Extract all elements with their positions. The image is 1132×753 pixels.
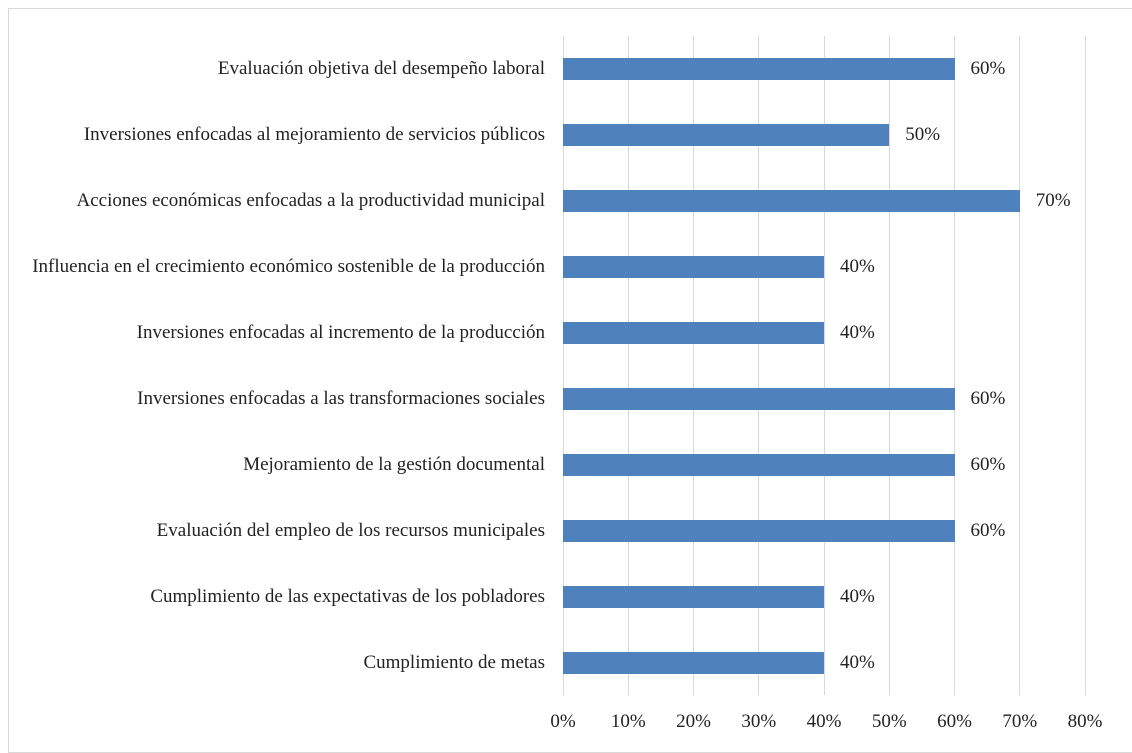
- chart-frame: [8, 8, 1132, 753]
- value-label: 70%: [1035, 190, 1071, 212]
- grid-line: [758, 36, 760, 695]
- x-tick-label: 70%: [1002, 711, 1038, 732]
- grid-line: [823, 36, 825, 695]
- x-tick-label: 40%: [806, 711, 842, 732]
- grid-line: [693, 36, 694, 695]
- value-label: 60%: [970, 58, 1006, 80]
- x-tick-label: 10%: [610, 711, 646, 732]
- value-label: 40%: [840, 585, 875, 607]
- value-label: 60%: [970, 387, 1006, 409]
- bar: [563, 256, 824, 279]
- bar: [563, 651, 824, 674]
- category-label: Acciones económicas enfocadas a la produ…: [76, 190, 546, 212]
- x-tick-label: 0%: [550, 711, 576, 732]
- bar: [563, 585, 824, 608]
- grid-line: [888, 36, 890, 695]
- bar: [563, 453, 955, 476]
- value-label: 60%: [970, 519, 1006, 541]
- grid-line: [627, 36, 629, 695]
- value-label: 40%: [840, 651, 875, 673]
- grid-line: [954, 36, 955, 695]
- value-label: 40%: [840, 256, 875, 278]
- category-label: Cumplimiento de metas: [363, 651, 545, 673]
- grid-line: [1019, 36, 1021, 695]
- value-label: 40%: [840, 322, 875, 344]
- bar: [563, 322, 824, 345]
- category-label: Inversiones enfocadas al incremento de l…: [136, 322, 545, 344]
- grid-line: [562, 36, 564, 695]
- x-tick-label: 20%: [676, 711, 711, 732]
- category-label: Evaluación del empleo de los recursos mu…: [156, 519, 545, 541]
- category-label: Inversiones enfocadas a las transformaci…: [137, 387, 545, 409]
- x-tick-label: 50%: [871, 711, 907, 732]
- category-label: Influencia en el crecimiento económico s…: [32, 256, 545, 278]
- category-label: Cumplimiento de las expectativas de los …: [150, 585, 545, 607]
- bar: [563, 58, 955, 81]
- value-label: 60%: [970, 453, 1006, 475]
- x-tick-label: 60%: [937, 711, 972, 732]
- bar: [563, 124, 890, 147]
- category-label: Evaluación objetiva del desempeño labora…: [217, 58, 545, 80]
- x-tick-label: 30%: [741, 711, 777, 732]
- bar: [563, 387, 955, 410]
- category-label: Mejoramiento de la gestión documental: [243, 453, 545, 475]
- category-label: Inversiones enfocadas al mejoramiento de…: [83, 124, 545, 146]
- bar: [563, 190, 1020, 213]
- value-label: 50%: [905, 124, 941, 146]
- grid-line: [1084, 36, 1086, 695]
- x-tick-label: 80%: [1067, 711, 1103, 732]
- bar: [563, 519, 955, 542]
